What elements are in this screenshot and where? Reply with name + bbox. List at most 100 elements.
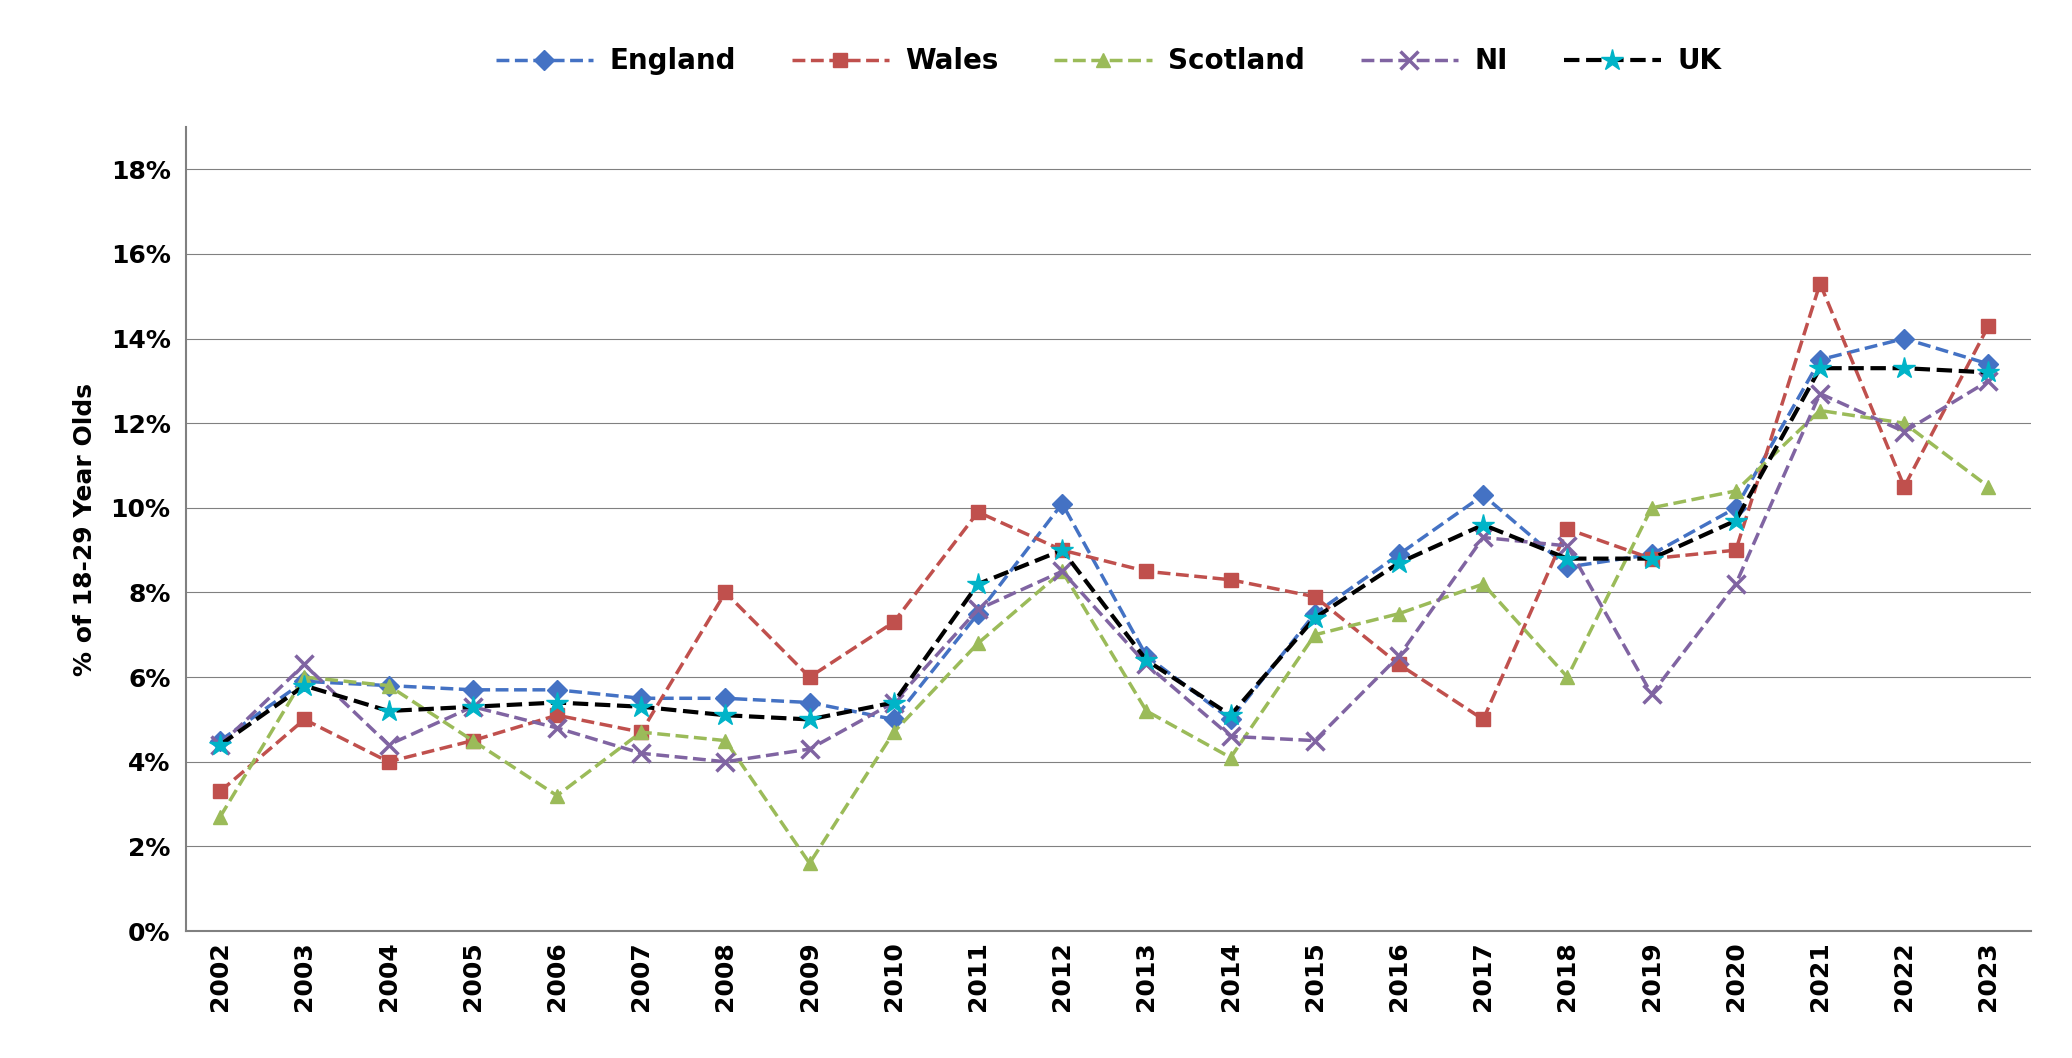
Wales xyxy=(1977,320,2002,332)
NI xyxy=(292,658,317,671)
England xyxy=(292,675,317,688)
England xyxy=(1554,561,1579,573)
England xyxy=(1471,489,1496,501)
NI xyxy=(1051,565,1075,578)
UK xyxy=(1303,612,1328,624)
UK xyxy=(1724,514,1749,527)
UK xyxy=(713,709,738,722)
UK xyxy=(292,679,317,692)
England xyxy=(207,734,232,747)
England xyxy=(1218,713,1243,726)
Wales xyxy=(881,616,905,628)
Wales xyxy=(798,671,823,683)
Scotland xyxy=(1051,565,1075,578)
Scotland xyxy=(881,726,905,738)
NI xyxy=(1639,688,1664,700)
NI xyxy=(628,747,653,760)
England xyxy=(1892,332,1917,345)
Y-axis label: % of 18-29 Year Olds: % of 18-29 Year Olds xyxy=(73,383,97,675)
England xyxy=(1724,501,1749,514)
UK xyxy=(1977,366,2002,379)
England xyxy=(377,679,402,692)
Wales xyxy=(545,709,570,722)
UK xyxy=(207,738,232,751)
UK xyxy=(881,696,905,709)
England xyxy=(628,692,653,705)
Scotland xyxy=(1218,751,1243,764)
Wales xyxy=(713,586,738,599)
NI xyxy=(545,722,570,734)
NI xyxy=(207,738,232,751)
England xyxy=(1807,353,1832,366)
UK xyxy=(377,705,402,717)
NI xyxy=(1218,730,1243,743)
Scotland xyxy=(1554,671,1579,683)
Line: UK: UK xyxy=(209,357,1999,756)
NI xyxy=(966,603,990,616)
UK xyxy=(1471,518,1496,531)
Wales xyxy=(1471,713,1496,726)
UK xyxy=(545,696,570,709)
UK xyxy=(1051,544,1075,557)
Wales xyxy=(1386,658,1411,671)
Scotland xyxy=(1471,578,1496,590)
NI xyxy=(713,755,738,768)
NI xyxy=(1807,387,1832,400)
NI xyxy=(1977,375,2002,387)
Scotland xyxy=(1386,607,1411,620)
Wales xyxy=(292,713,317,726)
UK xyxy=(1554,552,1579,565)
NI xyxy=(1471,531,1496,544)
England xyxy=(1303,607,1328,620)
Wales xyxy=(1133,565,1158,578)
Scotland xyxy=(377,679,402,692)
England xyxy=(1051,497,1075,510)
Legend: England, Wales, Scotland, NI, UK: England, Wales, Scotland, NI, UK xyxy=(485,36,1732,87)
Scotland xyxy=(207,810,232,823)
England xyxy=(881,713,905,726)
Scotland xyxy=(1133,705,1158,717)
NI xyxy=(377,738,402,751)
England xyxy=(966,607,990,620)
Scotland xyxy=(1303,628,1328,641)
UK xyxy=(1133,654,1158,667)
NI xyxy=(1386,650,1411,662)
England xyxy=(1639,548,1664,561)
UK xyxy=(628,700,653,713)
Scotland xyxy=(1807,404,1832,417)
Wales xyxy=(1051,544,1075,557)
Line: Scotland: Scotland xyxy=(213,403,1995,871)
Line: Wales: Wales xyxy=(213,276,1995,799)
Scotland xyxy=(1724,485,1749,497)
UK xyxy=(1218,709,1243,722)
Line: NI: NI xyxy=(211,371,1997,771)
UK xyxy=(1892,362,1917,375)
Scotland xyxy=(1977,480,2002,493)
Wales xyxy=(1218,573,1243,586)
UK xyxy=(1386,557,1411,569)
NI xyxy=(798,743,823,755)
Scotland xyxy=(292,671,317,683)
England xyxy=(1386,548,1411,561)
UK xyxy=(1807,362,1832,375)
England xyxy=(545,683,570,696)
Scotland xyxy=(966,637,990,650)
Wales xyxy=(1807,277,1832,290)
England xyxy=(460,683,485,696)
NI xyxy=(1303,734,1328,747)
NI xyxy=(1724,578,1749,590)
UK xyxy=(460,700,485,713)
UK xyxy=(798,713,823,726)
Scotland xyxy=(713,734,738,747)
Wales xyxy=(1892,480,1917,493)
Line: England: England xyxy=(213,331,1995,748)
Wales xyxy=(1554,523,1579,535)
Scotland xyxy=(1639,501,1664,514)
Scotland xyxy=(1892,417,1917,430)
England xyxy=(798,696,823,709)
Wales xyxy=(966,506,990,518)
UK xyxy=(966,578,990,590)
NI xyxy=(1133,658,1158,671)
England xyxy=(1133,650,1158,662)
Wales xyxy=(1724,544,1749,557)
